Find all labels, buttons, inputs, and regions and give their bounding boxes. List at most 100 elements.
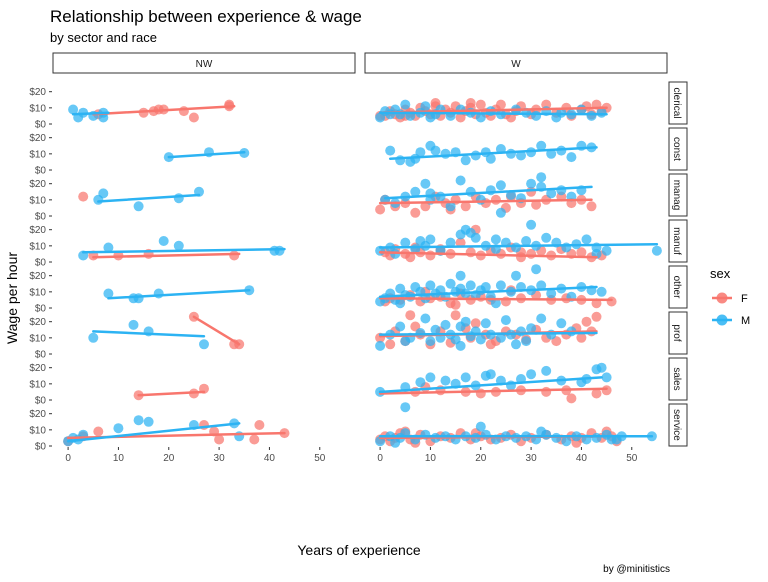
point-m-sales-W	[601, 372, 612, 383]
point-m-prof-NW	[128, 319, 139, 330]
point-f-manag-W	[531, 199, 542, 210]
point-m-manuf-W	[601, 245, 612, 256]
x-tick-label: 30	[214, 453, 226, 464]
point-m-const-W	[566, 152, 577, 163]
point-f-prof-W	[485, 339, 496, 350]
legend: sex F M	[710, 266, 750, 327]
point-m-manuf-W	[400, 237, 411, 248]
point-f-clerical-W	[495, 99, 506, 110]
point-m-manag-W	[546, 188, 557, 199]
point-m-clerical-W	[531, 110, 542, 121]
point-f-manuf-NW	[229, 250, 240, 261]
point-f-manuf-W	[455, 237, 466, 248]
point-m-clerical-NW	[68, 104, 79, 115]
row-strip-other-label: other	[671, 276, 682, 299]
x-tick-label: 30	[526, 453, 538, 464]
point-m-other-W	[531, 264, 542, 275]
fit-line-m-manag-W	[383, 185, 593, 200]
panel-const-NW	[163, 147, 250, 163]
fit-line-m-const-NW	[167, 150, 246, 159]
fit-line-m-sales-W	[378, 376, 603, 394]
point-m-prof-W	[495, 332, 506, 343]
point-m-const-W	[385, 145, 396, 156]
y-tick-label: $20	[29, 363, 46, 374]
y-tick-label: $0	[35, 120, 47, 131]
point-f-manag-W	[410, 207, 421, 218]
point-m-manag-W	[495, 180, 506, 191]
panel-sales-W	[375, 362, 612, 404]
x-axis-layer: 0 10 20 30 40 50 0 10 20 30 40 50	[65, 447, 638, 464]
panel-other-W	[375, 264, 617, 310]
point-f-prof-W	[576, 332, 587, 343]
x-axis-title: Years of experience	[297, 542, 420, 558]
x-tick-label: 0	[65, 453, 71, 464]
point-m-manag-NW	[133, 201, 144, 212]
point-m-prof-W	[536, 313, 547, 324]
x-tick-label: 10	[113, 453, 125, 464]
point-f-manuf-W	[425, 250, 436, 261]
row-strip-other-box	[668, 265, 688, 309]
point-m-prof-NW	[199, 339, 209, 350]
row-strip-service-label: service	[671, 409, 682, 441]
x-tick-label: 50	[626, 453, 638, 464]
point-f-prof-W	[385, 339, 396, 350]
y-tick-label: $0	[35, 212, 47, 223]
point-m-service-W	[561, 436, 572, 447]
y-tick-label: $20	[29, 225, 46, 236]
row-strip-prof-label: prof	[671, 324, 682, 341]
point-m-manuf-W	[651, 245, 662, 256]
point-f-service-NW	[254, 420, 265, 430]
point-m-manuf-W	[415, 236, 426, 246]
point-m-const-W	[485, 153, 496, 164]
point-m-manuf-W	[521, 236, 532, 246]
y-tick-label: $10	[29, 195, 46, 206]
point-m-manag-W	[475, 194, 486, 205]
fit-line-f-other-W	[378, 297, 613, 302]
legend-title: sex	[710, 266, 731, 281]
point-f-other-W	[450, 299, 461, 310]
point-m-prof-W	[460, 316, 471, 327]
fit-line-f-manuf-NW	[92, 252, 241, 259]
panels-layer	[63, 98, 662, 448]
point-m-clerical-W	[395, 109, 406, 120]
point-m-const-W	[460, 155, 471, 166]
panel-clerical-NW	[68, 99, 236, 123]
fit-line-m-service-NW	[66, 422, 241, 443]
point-f-manuf-W	[516, 252, 526, 263]
col-strip-nw-box	[52, 52, 356, 74]
point-m-const-W	[415, 147, 426, 158]
point-f-sales-W	[601, 385, 612, 396]
point-m-prof-NW	[88, 332, 99, 343]
point-f-manuf-W	[405, 252, 416, 263]
row-strip-clerical-box	[668, 81, 688, 125]
panel-service-NW	[63, 415, 290, 447]
y-tick-label: $0	[35, 258, 47, 269]
fit-line-m-other-NW	[107, 288, 251, 300]
point-m-sales-W	[485, 369, 496, 380]
point-m-manag-W	[455, 175, 466, 186]
fit-line-m-const-W	[388, 146, 598, 160]
point-m-sales-W	[425, 372, 436, 383]
y-tick-label: $0	[35, 304, 47, 315]
y-axis-layer: $0 $10 $20 $0 $10 $20 $0 $10 $20 $0 $10 $20 $0 $10 $20…	[29, 87, 52, 453]
point-m-prof-W	[440, 319, 451, 330]
chart-subtitle: by sector and race	[50, 30, 157, 45]
panel-prof-W	[375, 310, 602, 351]
point-m-sales-W	[541, 365, 552, 376]
point-m-manuf-NW	[158, 236, 169, 246]
point-m-clerical-W	[425, 112, 436, 123]
point-m-other-W	[465, 280, 476, 291]
point-m-prof-W	[521, 336, 532, 347]
point-m-manag-W	[526, 178, 537, 189]
panel-manuf-NW	[78, 236, 286, 261]
point-m-prof-W	[430, 324, 441, 335]
point-f-other-W	[606, 296, 617, 307]
point-f-manuf-W	[465, 247, 476, 258]
point-m-prof-W	[425, 336, 436, 347]
point-m-manag-W	[410, 186, 421, 197]
point-f-manuf-W	[576, 247, 587, 258]
point-f-manag-W	[586, 201, 597, 212]
chart-title: Relationship between experience & wage	[50, 7, 362, 26]
point-m-service-NW	[143, 416, 154, 427]
y-tick-label: $10	[29, 241, 46, 252]
